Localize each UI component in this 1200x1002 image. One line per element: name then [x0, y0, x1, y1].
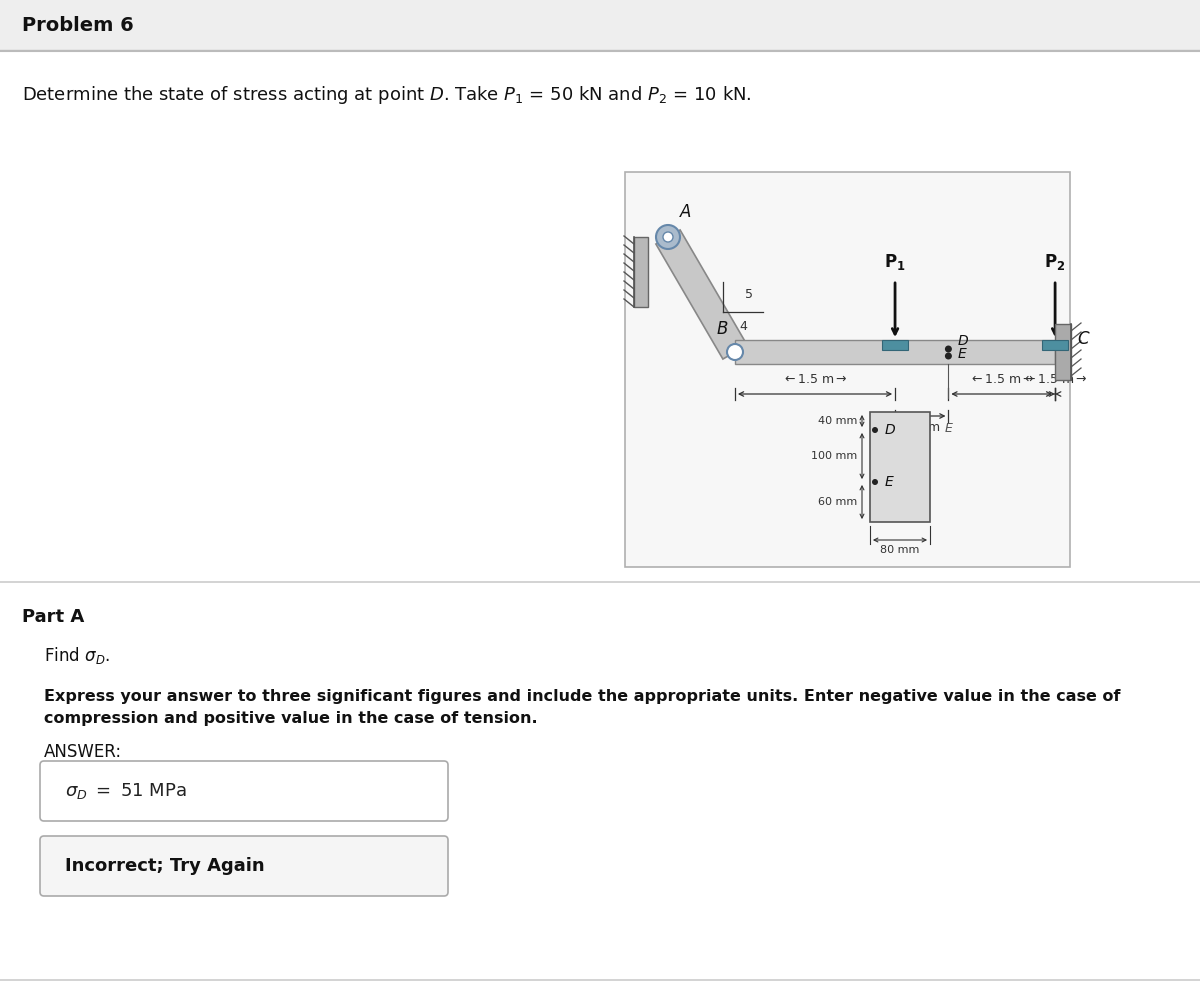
Text: 100 mm: 100 mm: [811, 451, 857, 461]
Text: Part A: Part A: [22, 608, 84, 626]
Circle shape: [872, 427, 878, 433]
Text: C: C: [1078, 330, 1088, 348]
Text: Incorrect; Try Again: Incorrect; Try Again: [65, 857, 265, 875]
Polygon shape: [656, 229, 748, 359]
Text: D: D: [958, 334, 968, 348]
Text: 3: 3: [706, 291, 713, 304]
Text: B: B: [718, 320, 728, 338]
Text: 0.5 m: 0.5 m: [904, 421, 940, 434]
Text: $\mathbf{P_2}$: $\mathbf{P_2}$: [1044, 252, 1066, 272]
Text: $\mathbf{P_1}$: $\mathbf{P_1}$: [884, 252, 906, 272]
Text: ANSWER:: ANSWER:: [44, 743, 122, 761]
Text: $\leftarrow$1.5 m$\rightarrow$: $\leftarrow$1.5 m$\rightarrow$: [782, 373, 848, 386]
Bar: [734, 340, 1055, 364]
Text: 5: 5: [745, 288, 754, 301]
Text: E: E: [886, 475, 894, 489]
Text: 40 mm: 40 mm: [817, 416, 857, 426]
Bar: [882, 340, 908, 350]
Circle shape: [727, 344, 743, 360]
Text: $\leftarrow$1.5 m$\rightarrow$: $\leftarrow$1.5 m$\rightarrow$: [1022, 373, 1088, 386]
Circle shape: [656, 225, 680, 249]
FancyBboxPatch shape: [40, 836, 448, 896]
Bar: [1042, 340, 1068, 350]
FancyBboxPatch shape: [40, 761, 448, 821]
Text: Find $\sigma_D$.: Find $\sigma_D$.: [44, 644, 110, 665]
Text: A: A: [680, 203, 691, 221]
Text: 60 mm: 60 mm: [817, 497, 857, 507]
Text: $\leftarrow$1.5 m$\rightarrow$: $\leftarrow$1.5 m$\rightarrow$: [968, 373, 1034, 386]
Bar: [625, 172, 1070, 567]
Circle shape: [944, 346, 952, 353]
Bar: [1055, 324, 1072, 380]
Text: Express your answer to three significant figures and include the appropriate uni: Express your answer to three significant…: [44, 689, 1121, 704]
Circle shape: [872, 479, 878, 485]
Bar: [0, 0, 1200, 50]
Bar: [634, 237, 648, 307]
Text: 4: 4: [739, 320, 746, 333]
Bar: [870, 412, 930, 522]
Text: 80 mm: 80 mm: [881, 545, 919, 555]
Text: D: D: [886, 423, 895, 437]
Text: Problem 6: Problem 6: [22, 15, 133, 34]
Circle shape: [662, 232, 673, 242]
Text: Determine the state of stress acting at point $D$. Take $P_1$ = 50 kN and $P_2$ : Determine the state of stress acting at …: [22, 84, 751, 106]
Text: E: E: [958, 347, 966, 361]
Circle shape: [944, 353, 952, 360]
Text: compression and positive value in the case of tension.: compression and positive value in the ca…: [44, 711, 538, 726]
Text: E: E: [944, 422, 953, 435]
Text: $\sigma_D$ $=$ 51 MPa: $\sigma_D$ $=$ 51 MPa: [65, 781, 187, 801]
